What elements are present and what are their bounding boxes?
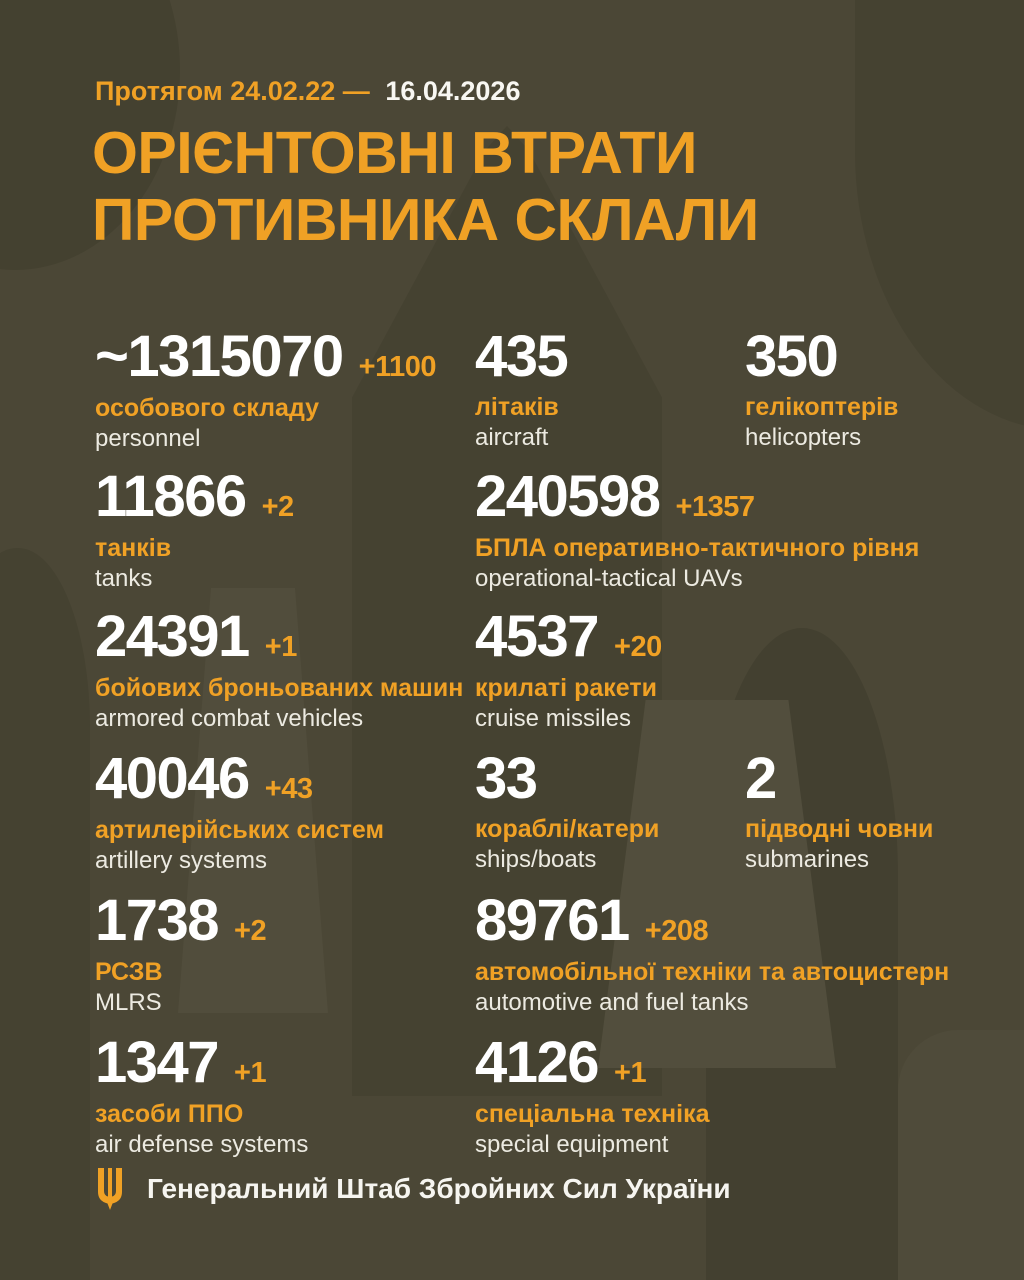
stat-value: 1347 <box>95 1030 220 1095</box>
stat-delta: +1 <box>614 1057 647 1089</box>
stat-label-uk: спеціальна техніка <box>475 1100 710 1128</box>
stat-label-uk: бойових броньованих машин <box>95 674 464 702</box>
stat-label-en: cruise missiles <box>475 705 632 732</box>
stat-air-defense-systems: 1347 +1 засоби ППО air defense systems <box>95 1030 475 1158</box>
trident-watermark-left-prong <box>0 548 90 1280</box>
stat-delta: +1 <box>234 1057 267 1089</box>
stat-delta: +43 <box>264 773 313 805</box>
stat-label-uk: РСЗВ <box>95 958 163 986</box>
stat-value: 1738 <box>95 888 220 953</box>
stat-label-uk: артилерійських систем <box>95 816 384 844</box>
period-prefix: Протягом 24.02.22 — <box>95 76 370 106</box>
stat-label-en: air defense systems <box>95 1131 309 1158</box>
stat-value: 24391 <box>95 604 250 669</box>
stat-value: 89761 <box>475 888 630 953</box>
stat-value: 435 <box>475 324 569 389</box>
stat-cruise-missiles: 4537 +20 крилаті ракети cruise missiles <box>475 604 662 732</box>
stat-label-uk: танків <box>95 534 172 562</box>
stat-label-en: tanks <box>95 565 153 592</box>
stat-value: 350 <box>745 324 839 389</box>
stat-value: ~1315070 <box>95 324 344 389</box>
stats-row-5: 1738 +2 РСЗВ MLRS 89761 +208 автомобільн… <box>95 888 1014 1016</box>
stats-row-1: ~1315070 +1100 особового складу personne… <box>95 324 1014 452</box>
stat-label-en: operational-tactical UAVs <box>475 565 743 592</box>
stat-label-en: ships/boats <box>475 846 597 873</box>
stats-row-2: 11866 +2 танків tanks 240598 +1357 БПЛА … <box>95 464 1014 592</box>
stat-label-en: armored combat vehicles <box>95 705 364 732</box>
stat-artillery-systems: 40046 +43 артилерійських систем artiller… <box>95 746 475 874</box>
stat-special-equipment: 4126 +1 спеціальна техніка special equip… <box>475 1030 710 1158</box>
stat-label-en: special equipment <box>475 1131 669 1158</box>
stat-label-en: aircraft <box>475 424 549 451</box>
stat-mlrs: 1738 +2 РСЗВ MLRS <box>95 888 475 1016</box>
stats-row-6: 1347 +1 засоби ППО air defense systems 4… <box>95 1030 1014 1158</box>
page-title: ОРІЄНТОВНІ ВТРАТИ ПРОТИВНИКА СКЛАЛИ <box>92 120 759 254</box>
stat-label-en: artillery systems <box>95 847 268 874</box>
stat-label-uk: кораблі/катери <box>475 815 660 843</box>
stat-helicopters: 350 гелікоптерів helicopters <box>745 324 899 451</box>
stat-operational-tactical-uavs: 240598 +1357 БПЛА оперативно-тактичного … <box>475 464 920 592</box>
stat-label-uk: гелікоптерів <box>745 393 899 421</box>
stat-delta: +208 <box>644 915 709 947</box>
stat-personnel: ~1315070 +1100 особового складу personne… <box>95 324 475 452</box>
stat-tanks: 11866 +2 танків tanks <box>95 464 475 592</box>
page-title-line2: ПРОТИВНИКА СКЛАЛИ <box>92 187 759 253</box>
period-line: Протягом 24.02.22 — 16.04.2026 <box>95 76 520 107</box>
stat-automotive-fuel-tanks: 89761 +208 автомобільної техніки та авто… <box>475 888 950 1016</box>
stat-label-uk: особового складу <box>95 394 320 422</box>
stat-label-en: personnel <box>95 425 201 452</box>
stat-delta: +1100 <box>358 351 437 383</box>
stat-value: 2 <box>745 746 777 811</box>
stat-label-uk: підводні човни <box>745 815 934 843</box>
stat-aircraft: 435 літаків aircraft <box>475 324 745 451</box>
stat-delta: +1357 <box>675 491 755 523</box>
stat-ships-boats: 33 кораблі/катери ships/boats <box>475 746 745 873</box>
stat-label-en: automotive and fuel tanks <box>475 989 749 1016</box>
stat-label-uk: літаків <box>475 393 559 421</box>
footer-org-name: Генеральний Штаб Збройних Сил України <box>147 1173 731 1204</box>
stat-value: 4537 <box>475 604 600 669</box>
period-date: 16.04.2026 <box>385 76 521 106</box>
stats-row-3: 24391 +1 бойових броньованих машин armor… <box>95 604 1014 732</box>
stat-value: 40046 <box>95 746 250 811</box>
stat-delta: +20 <box>614 631 662 663</box>
stat-label-uk: автомобільної техніки та автоцистерн <box>475 958 950 986</box>
trident-icon <box>98 1168 122 1210</box>
stat-label-en: helicopters <box>745 424 862 451</box>
stat-label-uk: БПЛА оперативно-тактичного рівня <box>475 534 920 562</box>
stat-value: 4126 <box>475 1030 600 1095</box>
page-title-line1: ОРІЄНТОВНІ ВТРАТИ <box>92 120 697 186</box>
stat-armored-combat-vehicles: 24391 +1 бойових броньованих машин armor… <box>95 604 475 732</box>
stat-delta: +1 <box>264 631 298 663</box>
stat-label-en: submarines <box>745 846 870 873</box>
stat-label-en: MLRS <box>95 989 162 1016</box>
stat-value: 240598 <box>475 464 661 529</box>
stat-submarines: 2 підводні човни submarines <box>745 746 934 873</box>
stat-delta: +2 <box>234 915 267 947</box>
footer: Генеральний Штаб Збройних Сил України <box>95 1168 731 1210</box>
stat-value: 33 <box>475 746 538 811</box>
stat-value: 11866 <box>95 464 247 529</box>
stat-delta: +2 <box>261 491 295 523</box>
stat-label-uk: засоби ППО <box>95 1100 244 1128</box>
stat-label-uk: крилаті ракети <box>475 674 657 702</box>
stats-row-4: 40046 +43 артилерійських систем artiller… <box>95 746 1014 874</box>
